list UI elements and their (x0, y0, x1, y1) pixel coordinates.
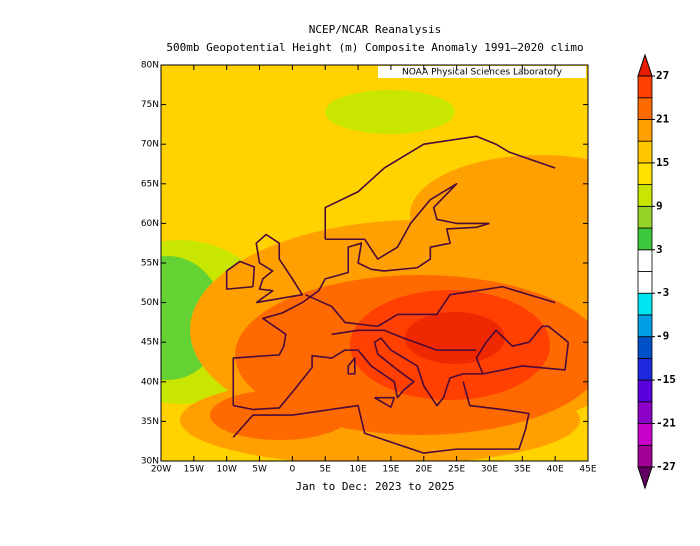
lat-label: 30N (141, 457, 159, 467)
lon-label: 10W (217, 465, 237, 475)
coastline (347, 357, 356, 375)
colorbar-label: 9 (656, 199, 663, 212)
colorbar-label: 27 (656, 69, 669, 82)
lat-label: 80N (141, 61, 159, 71)
title: NCEP/NCAR Reanalysis (309, 23, 441, 36)
lon-label: 5E (320, 465, 332, 475)
colorbar-label: 21 (656, 112, 670, 125)
coastline (325, 183, 490, 260)
coastlines (225, 135, 570, 454)
coastline (233, 325, 569, 411)
colorbar-label: 3 (656, 243, 663, 256)
colorbar-band (637, 314, 653, 338)
lon-label: 25E (448, 465, 465, 475)
credit: NOAA Physical Sciences Laboratory (402, 68, 563, 78)
lon-label: 15W (184, 465, 204, 475)
colorbar-band (637, 379, 653, 403)
colorbar-band (637, 97, 653, 120)
colorbar-under (637, 466, 653, 490)
coastline (225, 260, 256, 290)
lon-label: 45E (579, 465, 596, 475)
colorbar-band (637, 357, 653, 381)
colorbar-band (637, 401, 653, 424)
lon-label: 20W (151, 465, 171, 475)
colorbar-over (637, 53, 653, 77)
colorbar-band (637, 119, 653, 142)
coastline (232, 222, 490, 406)
lon-label: 15E (382, 465, 399, 475)
footer: Jan to Dec: 2023 to 2025 (296, 480, 455, 493)
lon-label: 30E (481, 465, 498, 475)
lat-label: 40N (141, 377, 159, 387)
colorbar-band (637, 336, 653, 359)
colorbar-label: -21 (656, 417, 676, 430)
anomaly-field (161, 65, 588, 461)
colorbar-label: -9 (656, 330, 669, 343)
lon-label: 10E (350, 465, 367, 475)
lat-label: 60N (141, 219, 159, 229)
lat-label: 45N (141, 338, 159, 348)
colorbar-band (637, 249, 653, 272)
coastline (305, 285, 556, 328)
coastline (324, 135, 556, 240)
coastline (255, 233, 304, 304)
lat-label: 35N (141, 417, 159, 427)
lat-label: 55N (141, 259, 159, 269)
lon-label: 0 (290, 465, 296, 475)
lat-label: 70N (141, 140, 159, 150)
colorbar-band (637, 271, 653, 294)
colorbar-band (637, 423, 653, 446)
colorbar-band (637, 227, 653, 251)
lat-label: 65N (141, 179, 159, 189)
colorbar-band (637, 292, 653, 316)
lon-label: 20E (415, 465, 432, 475)
credit-box (378, 66, 586, 78)
colorbar-band (637, 184, 653, 207)
lon-label: 35E (514, 465, 531, 475)
coastline (232, 381, 530, 454)
colorbar-band (637, 140, 653, 164)
colorbar-band (637, 205, 653, 229)
colorbar-label: -3 (656, 286, 669, 299)
colorbar-label: 15 (656, 156, 669, 169)
colorbar-band (637, 75, 653, 99)
colorbar-label: -15 (656, 373, 676, 386)
lon-label: 5W (252, 465, 267, 475)
subtitle: 500mb Geopotential Height (m) Composite … (166, 41, 583, 54)
lon-label: 40E (547, 465, 564, 475)
colorbar-label: -27 (656, 460, 676, 473)
colorbar-band (637, 444, 653, 468)
lat-label: 75N (141, 100, 159, 110)
colorbar-band (637, 162, 653, 186)
lat-label: 50N (141, 298, 159, 308)
coastline (374, 396, 396, 408)
coastline (482, 342, 570, 375)
coastline (331, 329, 477, 351)
